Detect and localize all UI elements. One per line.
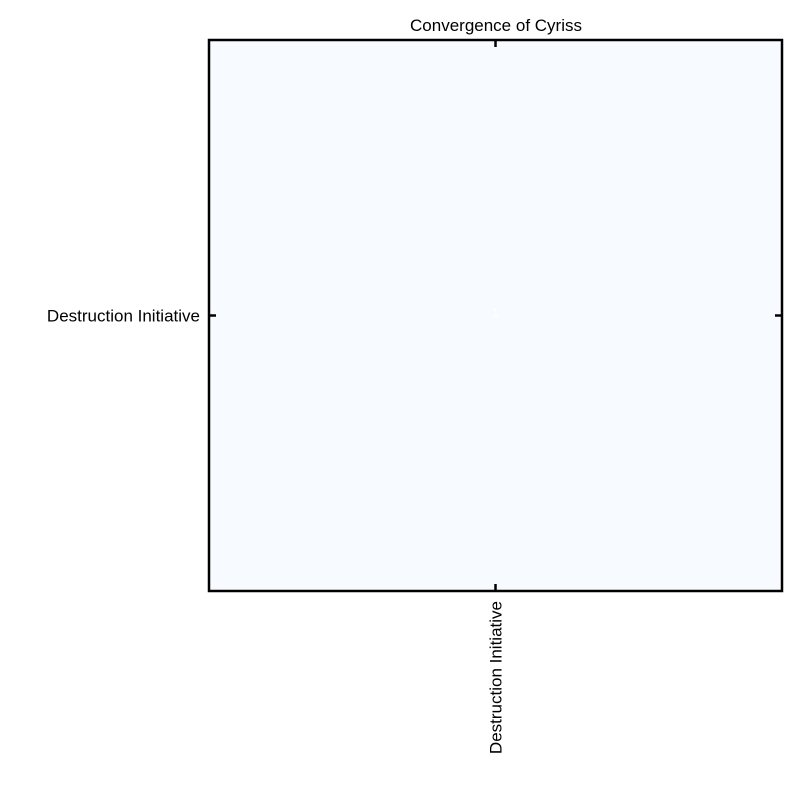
x-axis: Destruction Initiative bbox=[487, 40, 506, 754]
x-tick-label: Destruction Initiative bbox=[487, 601, 506, 754]
heatmap-cell bbox=[209, 40, 782, 591]
y-tick-label: Destruction Initiative bbox=[47, 307, 200, 326]
heatmap-cell-label: 1 bbox=[492, 305, 499, 320]
y-axis: Destruction Initiative bbox=[47, 307, 782, 326]
heatmap-cells: 1 bbox=[209, 40, 782, 591]
chart-title: Convergence of Cyriss bbox=[410, 16, 582, 35]
